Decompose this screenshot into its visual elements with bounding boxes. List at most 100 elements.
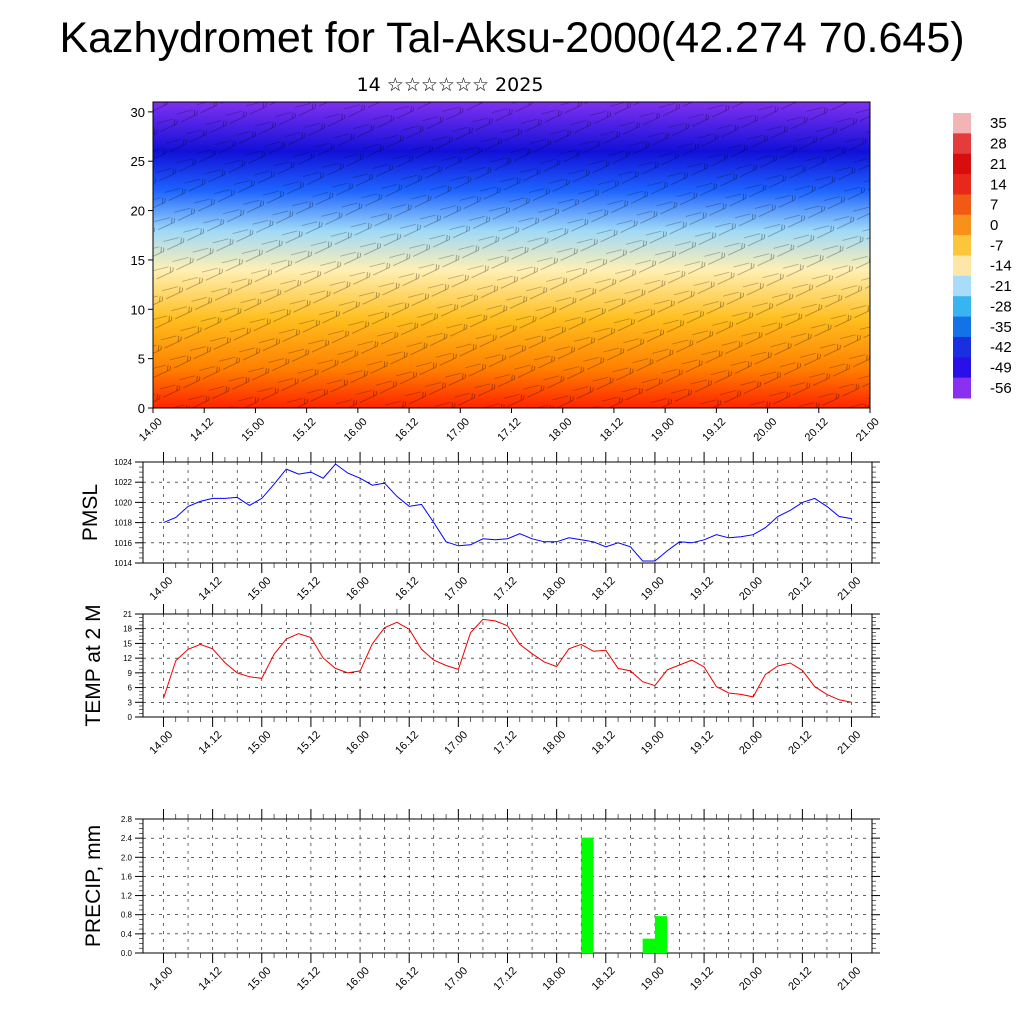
y-tick-label: 0: [128, 713, 133, 722]
y-tick-label: 9: [128, 669, 133, 678]
x-tick-label: 17.00: [442, 965, 470, 993]
colorbar-label: 21: [990, 156, 1007, 173]
colorbar-label: -21: [990, 278, 1012, 295]
colorbar-label: 14: [990, 176, 1007, 193]
cross-section-panel: 0 5 10 15 20 25 30 14.00 14.12 15.00 15.12 16.00 16.…: [131, 101, 882, 444]
colorbar: 35 28 21 14 7 0 -7 -14 -21 -28 -35 -42 -49 -56: [953, 113, 1012, 399]
x-tick-label: 20.00: [737, 729, 765, 757]
x-tick-label: 19.12: [688, 575, 716, 603]
colorbar-swatch: [953, 296, 971, 318]
cross-x-tick-label: 19.12: [700, 416, 728, 444]
y-tick-label: 0.8: [121, 911, 133, 920]
cross-y-tick-label: 20: [131, 204, 145, 219]
wind-barbs: [153, 102, 870, 408]
panel-frame: [142, 613, 873, 718]
cross-x-tick-label: 19.00: [649, 416, 677, 444]
cross-x-tick-label: 17.00: [444, 416, 472, 444]
cross-x-tick-label: 14.12: [188, 416, 216, 444]
y-tick-label: 15: [123, 639, 132, 648]
x-tick-label: 21.00: [835, 729, 863, 757]
colorbar-swatch: [953, 255, 971, 277]
cross-y-tick-label: 0: [138, 401, 145, 416]
cross-x-tick-label: 18.12: [598, 416, 626, 444]
y-axis-title: TEMP at 2 M: [82, 604, 105, 726]
colorbar-swatch: [953, 153, 971, 175]
x-tick-label: 14.00: [147, 575, 175, 603]
y-tick-label: 18: [123, 625, 132, 634]
cross-x-tick-label: 18.00: [547, 416, 575, 444]
x-tick-label: 18.12: [590, 729, 618, 757]
colorbar-label: 28: [990, 136, 1007, 153]
x-tick-label: 21.00: [835, 965, 863, 993]
cross-y-tick-label: 5: [138, 352, 145, 367]
y-tick-label: 12: [123, 654, 132, 663]
x-tick-label: 15.12: [295, 965, 323, 993]
colorbar-label: -35: [990, 319, 1012, 336]
x-tick-label: 19.12: [688, 729, 716, 757]
precip-bar: [581, 837, 594, 953]
colorbar-label: -42: [990, 339, 1012, 356]
cross-x-tick-label: 20.00: [751, 416, 779, 444]
y-tick-label: 6: [128, 684, 133, 693]
x-tick-label: 17.00: [442, 575, 470, 603]
y-tick-label: 0.4: [121, 930, 133, 939]
x-tick-label: 20.12: [786, 729, 814, 757]
x-tick-label: 14.12: [197, 729, 225, 757]
colorbar-swatch: [953, 275, 971, 297]
y-tick-label: 3: [128, 698, 133, 707]
y-tick-label: 2.8: [121, 815, 133, 824]
cross-x-tick-label: 15.12: [291, 416, 319, 444]
x-tick-label: 17.12: [491, 575, 519, 603]
series-line: [163, 618, 852, 703]
y-tick-label: 2.0: [121, 853, 133, 862]
x-tick-label: 16.12: [393, 965, 421, 993]
y-tick-label: 1020: [114, 498, 132, 507]
y-tick-label: 1022: [114, 478, 132, 487]
colorbar-swatch: [953, 194, 971, 216]
x-tick-label: 16.12: [393, 575, 421, 603]
x-tick-label: 19.00: [639, 729, 667, 757]
x-tick-label: 17.12: [491, 965, 519, 993]
cross-y-tick-label: 30: [131, 105, 145, 120]
cross-y-tick-label: 15: [131, 253, 145, 268]
cross-x-tick-label: 15.00: [239, 416, 267, 444]
series-line: [163, 463, 852, 562]
x-tick-label: 20.12: [786, 965, 814, 993]
precip-bar: [642, 938, 655, 953]
y-axis-title: PRECIP, mm: [82, 825, 105, 947]
colorbar-label: -49: [990, 359, 1012, 376]
cross-x-tick-label: 20.12: [803, 416, 831, 444]
x-tick-label: 21.00: [835, 575, 863, 603]
colorbar-swatch: [953, 235, 971, 256]
x-tick-label: 20.00: [737, 965, 765, 993]
x-tick-label: 17.12: [491, 729, 519, 757]
x-tick-label: 15.12: [295, 575, 323, 603]
x-tick-label: 14.00: [147, 729, 175, 757]
x-tick-label: 20.12: [786, 575, 814, 603]
y-tick-label: 0.0: [121, 949, 133, 958]
colorbar-label: -14: [990, 258, 1012, 275]
x-tick-label: 18.12: [590, 575, 618, 603]
colorbar-label: 7: [990, 197, 998, 214]
colorbar-swatch: [953, 316, 971, 338]
colorbar-swatch: [953, 377, 971, 399]
cross-y-tick-label: 25: [131, 154, 145, 169]
colorbar-swatch: [953, 214, 971, 236]
x-tick-label: 18.12: [590, 965, 618, 993]
y-tick-label: 1.2: [121, 892, 133, 901]
colorbar-label: -28: [990, 298, 1012, 315]
y-tick-label: 1018: [114, 519, 132, 528]
precip-bar: [654, 916, 668, 953]
y-tick-label: 2.4: [121, 834, 133, 843]
x-tick-label: 18.00: [541, 965, 569, 993]
temp-panel: 0 3 6 9 12 15 18 21 14.00 14.12 15.00 15.12 16.00 16.…: [82, 604, 880, 757]
precip-panel: 0.0 0.4 0.8 1.2 1.6 2.0 2.4 2.8 14.00 14.12 15.00 1…: [82, 809, 880, 993]
x-tick-label: 20.00: [737, 575, 765, 603]
colorbar-swatch: [953, 113, 971, 134]
cross-x-tick-label: 21.00: [854, 416, 882, 444]
colorbar-label: -7: [990, 237, 1003, 254]
colorbar-swatch: [953, 174, 971, 195]
x-tick-label: 17.00: [442, 729, 470, 757]
cross-x-tick-label: 14.00: [137, 416, 165, 444]
